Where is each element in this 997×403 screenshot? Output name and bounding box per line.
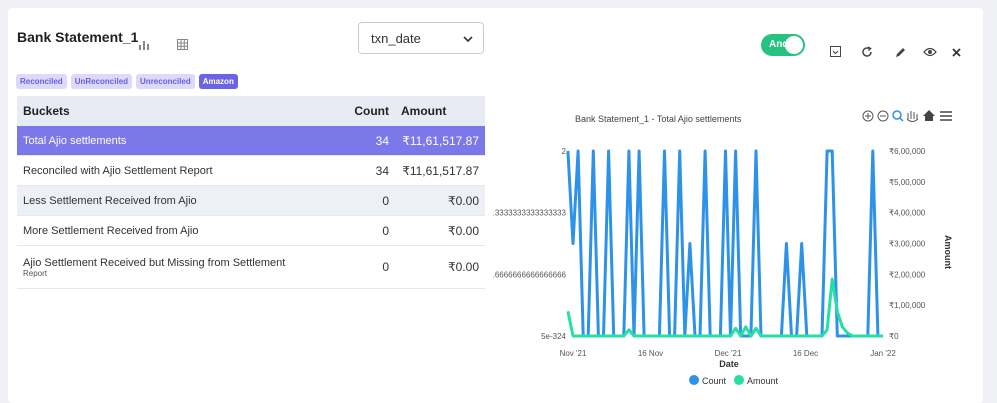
bucket-cell: Ajio Settlement Received but Missing fro… (17, 245, 349, 289)
count-cell: 0 (348, 215, 395, 246)
y-left-tick-label: 5e-324 (541, 332, 566, 341)
and-toggle-label: And (769, 39, 789, 50)
chart-toolbar (862, 110, 952, 122)
count-cell: 34 (348, 155, 395, 186)
filter-tags: Reconciled UnReconciled Unreconciled Ama… (16, 74, 238, 89)
download-icon[interactable] (828, 44, 842, 58)
column-header-buckets: Buckets (17, 96, 349, 126)
pan-hand-icon[interactable] (906, 111, 919, 122)
x-tick-label: Jan '22 (870, 349, 896, 358)
amount-cell: ₹0.00 (395, 245, 485, 289)
bucket-label: Ajio Settlement Received but Missing fro… (23, 256, 286, 269)
table-row[interactable]: Total Ajio settlements 34 ₹11,61,517.87 (17, 126, 485, 156)
right-axis-label: Amount (943, 235, 953, 269)
chart-title: Bank Statement_1 - Total Ajio settlement… (575, 114, 742, 124)
amount-cell: ₹11,61,517.87 (395, 155, 485, 186)
magnifier-icon[interactable] (892, 110, 904, 122)
bucket-cell: Reconciled with Ajio Settlement Report (17, 155, 349, 186)
series-line-amount (566, 277, 883, 338)
zoom-in-icon[interactable] (862, 110, 874, 122)
tag-amazon[interactable]: Amazon (198, 74, 238, 89)
buckets-table: Buckets Count Amount Total Ajio settleme… (17, 96, 485, 289)
table-row[interactable]: Less Settlement Received from Ajio 0 ₹0.… (17, 185, 485, 216)
bucket-cell: More Settlement Received from Ajio (17, 215, 349, 246)
table-row[interactable]: Ajio Settlement Received but Missing fro… (17, 245, 485, 289)
legend-label-amount: Amount (747, 376, 779, 386)
table-icon[interactable] (175, 37, 189, 51)
table-header-row: Buckets Count Amount (17, 96, 485, 126)
chart-legend: Count Amount (689, 375, 779, 386)
legend-item-amount[interactable]: Amount (734, 375, 779, 386)
date-field-select[interactable]: txn_date (358, 22, 484, 54)
legend-marker-amount (734, 375, 744, 385)
legend-label-count: Count (702, 376, 727, 386)
bar-chart-icon[interactable] (137, 37, 151, 51)
x-tick-label: Nov '21 (560, 349, 587, 358)
y-left-tick-label: 2 (562, 147, 567, 156)
x-tick-label: Dec '21 (715, 349, 742, 358)
y-right-tick-label: ₹4,00,000 (889, 209, 926, 218)
bucket-sublabel: Report (23, 268, 48, 278)
table-row[interactable]: More Settlement Received from Ajio 0 ₹0.… (17, 215, 485, 246)
close-icon[interactable] (950, 46, 962, 58)
y-left-tick-label: 1.3333333333333333 (493, 209, 567, 218)
settlements-chart: Bank Statement_1 - Total Ajio settlement… (493, 110, 953, 386)
date-field-select-value: txn_date (371, 30, 421, 46)
count-cell: 0 (348, 185, 395, 216)
home-icon[interactable] (923, 110, 935, 121)
y-right-tick-label: ₹0 (889, 332, 899, 341)
count-cell: 34 (348, 126, 395, 156)
x-axis: Nov '21 16 Nov Dec '21 16 Dec Jan '22 (560, 349, 897, 358)
amount-cell: ₹0.00 (395, 215, 485, 246)
table-row[interactable]: Reconciled with Ajio Settlement Report 3… (17, 155, 485, 186)
tag-reconciled[interactable]: Reconciled (16, 74, 67, 89)
zoom-out-icon[interactable] (877, 110, 889, 122)
y-right-tick-label: ₹3,00,000 (889, 240, 926, 249)
and-toggle[interactable]: And (761, 34, 805, 56)
page-title: Bank Statement_1 (17, 29, 139, 45)
y-right-tick-label: ₹2,00,000 (889, 270, 926, 279)
bucket-cell: Less Settlement Received from Ajio (17, 185, 349, 216)
x-tick-label: 16 Dec (793, 349, 818, 358)
y-right-tick-label: ₹5,00,000 (889, 178, 926, 187)
y-left-tick-label: 0.6666666666666666 (493, 270, 567, 279)
amount-cell: ₹0.00 (395, 185, 485, 216)
toggle-knob (785, 36, 803, 54)
eye-icon[interactable] (922, 45, 938, 59)
tag-unreconciled[interactable]: UnReconciled (70, 74, 133, 89)
amount-cell: ₹11,61,517.87 (395, 126, 485, 156)
tag-unreconciled-2[interactable]: Unreconciled (136, 74, 195, 89)
legend-item-count[interactable]: Count (689, 375, 727, 386)
edit-icon[interactable] (893, 45, 907, 59)
plot-lines (566, 149, 883, 338)
bucket-cell: Total Ajio settlements (17, 126, 349, 156)
y-right-tick-label: ₹1,00,000 (889, 301, 926, 310)
refresh-icon[interactable] (860, 45, 874, 59)
right-y-axis: ₹6,00,000 ₹5,00,000 ₹4,00,000 ₹3,00,000 ₹2,0… (889, 147, 926, 341)
chevron-down-icon (463, 32, 473, 47)
column-header-amount: Amount (395, 96, 485, 126)
left-y-axis: 2 1.3333333333333333 0.6666666666666666 5e-… (493, 147, 567, 341)
x-tick-label: 16 Nov (638, 349, 663, 358)
menu-icon[interactable] (940, 111, 952, 121)
x-axis-label: Date (719, 359, 739, 369)
y-right-tick-label: ₹6,00,000 (889, 147, 926, 156)
column-header-count: Count (348, 96, 395, 126)
legend-marker-count (689, 375, 699, 385)
count-cell: 0 (348, 245, 395, 289)
